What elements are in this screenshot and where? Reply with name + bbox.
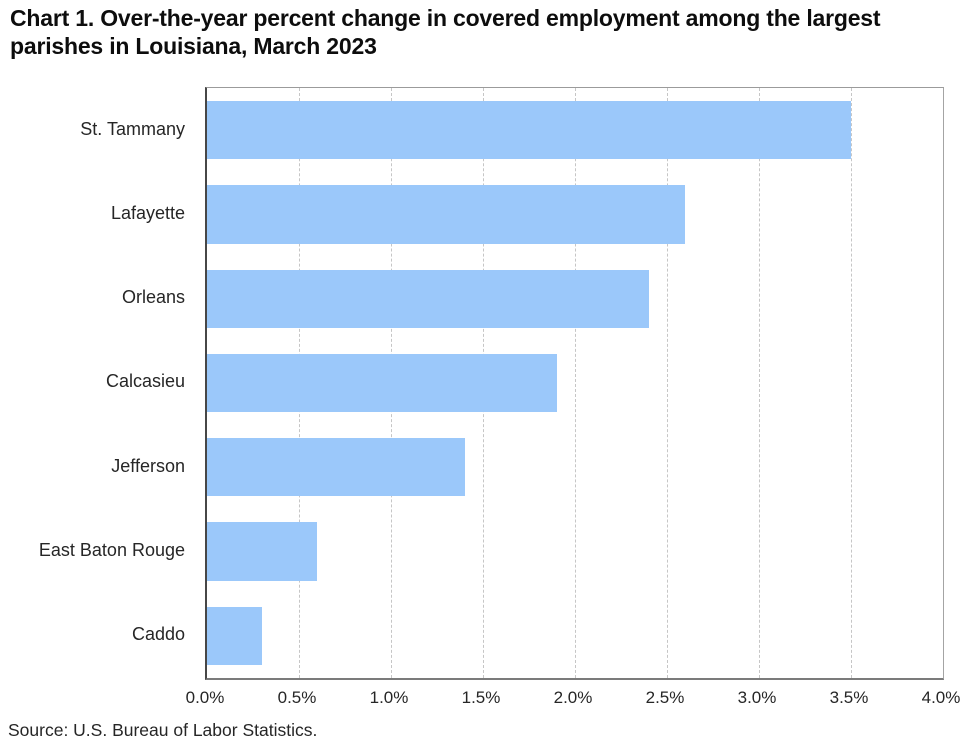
category-label: Calcasieu [105,371,185,392]
x-tick-label: 0.0% [185,688,225,707]
gridline [851,88,852,678]
chart-title-line2: parishes in Louisiana, March 2023 [10,33,377,59]
bar-lafayette [207,185,686,244]
plot-area [205,87,944,680]
x-tick-label: 0.5% [277,688,317,707]
x-tick-label: 4.0% [921,688,961,707]
bar-caddo [207,606,263,665]
bar-calcasieu [207,353,557,413]
bar-jefferson [207,438,465,497]
x-tick-label: 3.5% [829,688,869,707]
category-label: Jefferson [111,455,185,476]
gridline [575,88,576,678]
gridline [667,88,668,678]
x-tick-label: 2.0% [553,688,593,707]
x-tick-label: 3.0% [737,688,777,707]
category-label: Orleans [121,287,185,308]
x-axis: 0.0% 0.5% 1.0% 1.5% 2.0% 2.5% 3.0% 3.5% 4.0% [186,688,961,712]
bar-st-tammany [207,101,851,160]
source-note: Source: U.S. Bureau of Labor Statistics. [8,720,318,740]
chart-title: Chart 1. Over-the-year percent change in… [10,4,970,60]
category-axis: St. Tammany Lafayette Orleans Calcasieu Jeff… [0,87,185,677]
x-tick-label: 1.0% [369,688,409,707]
category-label: Caddo [131,624,185,645]
bar-orleans [207,269,649,328]
x-tick-label: 2.5% [645,688,685,707]
bar-east-baton-rouge [207,522,318,581]
x-tick-label: 1.5% [461,688,501,707]
chart-title-line1: Chart 1. Over-the-year percent change in… [10,5,881,31]
gridline [759,88,760,678]
category-label: Lafayette [110,202,185,223]
category-label: East Baton Rouge [38,540,185,561]
category-label: St. Tammany [80,118,185,139]
